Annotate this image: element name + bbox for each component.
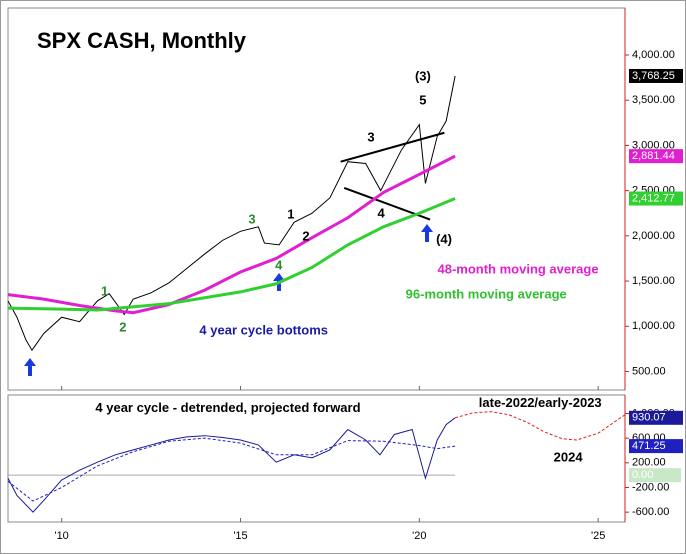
annotation: 1 [101, 283, 108, 298]
series-line [7, 417, 456, 513]
x-tick-label: '10 [54, 530, 68, 542]
arrow [421, 224, 433, 242]
value-label: 3,768.25 [632, 70, 675, 82]
y-tick-label: 1,000.00 [632, 320, 675, 332]
value-label-box [629, 149, 683, 164]
value-label: 930.07 [632, 412, 666, 424]
y-tick-label: 3,500.00 [632, 94, 675, 106]
annotation: 4 [377, 205, 385, 220]
value-label-box [629, 410, 683, 425]
annotation: (3) [415, 68, 431, 83]
annotation: 4 [275, 257, 283, 272]
y-tick-label: 1,500.00 [632, 275, 675, 287]
x-tick-label: '25 [591, 530, 605, 542]
annotation: 1 [287, 206, 294, 221]
annotation: late-2022/early-2023 [479, 395, 602, 410]
annotation: 2 [119, 319, 126, 334]
value-label: 471.25 [632, 440, 666, 452]
annotation: 5 [419, 92, 426, 107]
annotation: 4 year cycle bottoms [199, 322, 328, 337]
value-label: 2,881.44 [632, 150, 675, 162]
arrow [24, 358, 36, 376]
annotation: 4 year cycle - detrended, projected forw… [95, 400, 360, 415]
series-line [7, 437, 456, 502]
x-tick-label: '15 [233, 530, 247, 542]
y-tick-label: 4,000.00 [632, 49, 675, 61]
chart-title: SPX CASH, Monthly [37, 28, 247, 53]
y-tick-label: -200.00 [632, 481, 669, 493]
x-tick-label: '20 [412, 530, 426, 542]
series-line [7, 75, 456, 352]
annotation: 3 [367, 129, 374, 144]
series-line [454, 411, 626, 441]
series-line [7, 197, 456, 312]
value-label: 2,412.77 [632, 192, 675, 204]
y-tick-label: 3,000.00 [632, 139, 675, 151]
trendline [340, 131, 445, 163]
series-line [7, 154, 456, 315]
annotation: 2 [302, 228, 309, 243]
annotation: 96-month moving average [406, 286, 567, 301]
annotation: 3 [248, 211, 255, 226]
annotation: 48-month moving average [437, 261, 598, 276]
zero-label-box [629, 468, 681, 483]
value-label-box [629, 68, 683, 83]
y-tick-label: 2,000.00 [632, 230, 675, 242]
annotation: 2024 [554, 449, 584, 464]
y-tick-label: -600.00 [632, 506, 669, 518]
annotation: (4) [436, 231, 452, 246]
value-label-box [629, 439, 683, 454]
zero-label: 0.00 [632, 469, 653, 481]
y-tick-label: 500.00 [632, 365, 666, 377]
value-label-box [629, 191, 683, 206]
y-tick-label: 200.00 [632, 457, 666, 469]
